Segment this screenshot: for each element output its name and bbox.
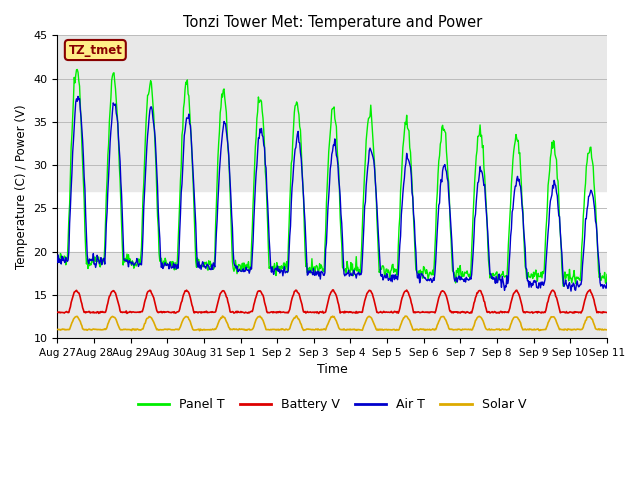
Y-axis label: Temperature (C) / Power (V): Temperature (C) / Power (V) (15, 105, 28, 269)
X-axis label: Time: Time (317, 363, 348, 376)
Title: Tonzi Tower Met: Temperature and Power: Tonzi Tower Met: Temperature and Power (182, 15, 482, 30)
Legend: Panel T, Battery V, Air T, Solar V: Panel T, Battery V, Air T, Solar V (133, 393, 531, 416)
Text: TZ_tmet: TZ_tmet (68, 44, 122, 57)
Bar (58, 36, 607, 191)
Bar (58, 252, 607, 338)
